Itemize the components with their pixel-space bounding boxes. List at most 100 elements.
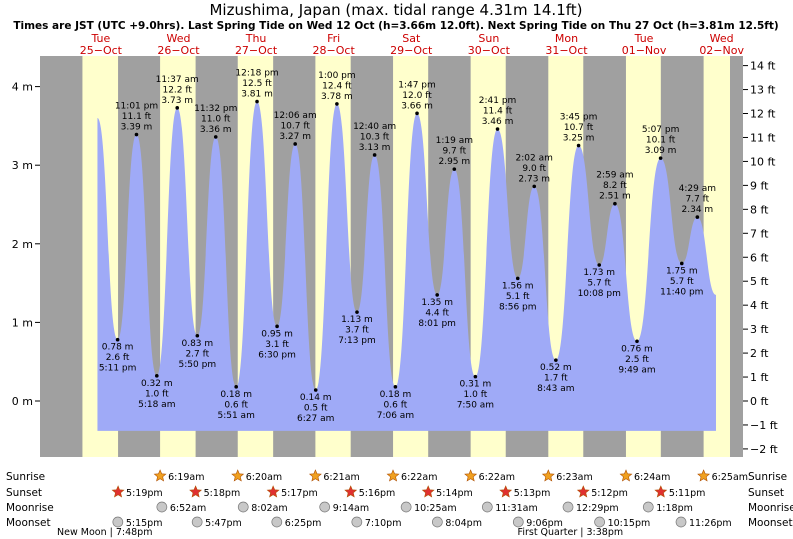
- sunrise-time: 6:20am: [246, 472, 282, 483]
- day-date: 28−Oct: [313, 44, 356, 57]
- moonrise-row-label-right: Moonrise: [748, 502, 793, 514]
- y-tick-label-ft: 13 ft: [750, 84, 776, 97]
- tide-point: [393, 385, 398, 389]
- moonset-time: 5:47pm: [205, 518, 242, 529]
- tide-point: [255, 99, 259, 104]
- high-tide-label: 10.7 ft: [280, 121, 310, 131]
- y-tick-label-ft: −2 ft: [750, 443, 778, 456]
- high-tide-label: 12.2 ft: [162, 85, 192, 95]
- y-tick-label-ft: 12 ft: [750, 108, 776, 121]
- high-tide-label: 9.7 ft: [442, 147, 466, 157]
- low-tide-label: 5.7 ft: [587, 279, 611, 289]
- high-tide-label: 12.5 ft: [242, 79, 272, 89]
- sunset-icon: [654, 485, 668, 498]
- moonset-icon: [112, 516, 124, 528]
- tide-point: [679, 261, 684, 266]
- low-tide-label: 5:11 pm: [99, 364, 137, 374]
- low-tide-label: 6:27 am: [297, 414, 334, 424]
- high-tide-label: 3.39 m: [121, 123, 153, 133]
- sunset-icon: [421, 485, 435, 498]
- low-tide-label: 0.95 m: [261, 329, 293, 339]
- moonset-time: 9:06pm: [526, 518, 563, 529]
- high-tide-label: 3.27 m: [279, 132, 311, 142]
- day-name: Sat: [402, 32, 421, 45]
- low-tide-label: 1.56 m: [502, 281, 534, 291]
- sunrise-icon: [464, 469, 478, 482]
- y-tick-label-m: 4 m: [12, 81, 33, 94]
- day-name: Tue: [634, 32, 654, 45]
- tide-point: [355, 310, 359, 314]
- chart-subtitle: Times are JST (UTC +9.0hrs). Last Spring…: [13, 20, 778, 32]
- high-tide-label: 3.73 m: [161, 96, 193, 106]
- day-date: 26−Oct: [157, 44, 200, 57]
- low-tide-label: 4.4 ft: [425, 308, 449, 318]
- moonrise-time: 12:29pm: [576, 503, 619, 514]
- y-tick-label-ft: 4 ft: [750, 299, 769, 312]
- y-tick-label-ft: 1 ft: [750, 371, 769, 384]
- tide-point: [175, 106, 180, 110]
- tide-point: [495, 127, 500, 131]
- low-tide-label: 0.32 m: [141, 379, 173, 389]
- tide-point: [532, 184, 537, 189]
- high-tide-label: 3.09 m: [645, 146, 677, 156]
- high-tide-label: 3.78 m: [321, 92, 353, 102]
- sunrise-row-label-right: Sunrise: [748, 471, 787, 483]
- tide-point: [658, 156, 663, 160]
- high-tide-label: 5:07 pm: [642, 125, 680, 135]
- low-tide-label: 10:08 pm: [578, 289, 621, 299]
- high-tide-label: 4:29 am: [679, 184, 716, 194]
- moon-phase-label: First Quarter | 3:38pm: [518, 527, 624, 538]
- low-tide-label: 2.7 ft: [185, 349, 209, 359]
- day-date: 25−Oct: [80, 44, 123, 57]
- day-date: 30−Oct: [468, 44, 511, 57]
- high-tide-label: 12.4 ft: [322, 81, 352, 91]
- sunrise-row-label: Sunrise: [6, 471, 45, 483]
- sunrise-time: 6:23am: [556, 472, 592, 483]
- low-tide-label: 2.6 ft: [106, 353, 130, 363]
- low-tide-label: 0.76 m: [621, 344, 653, 354]
- high-tide-label: 1:19 am: [436, 136, 473, 146]
- high-tide-label: 7.7 ft: [686, 195, 710, 205]
- high-tide-label: 11:37 am: [156, 75, 199, 85]
- sunrise-icon: [697, 469, 711, 482]
- moonset-icon: [351, 516, 363, 528]
- low-tide-label: 5.7 ft: [670, 277, 694, 287]
- sunrise-time: 6:19am: [168, 472, 204, 483]
- moonset-time: 6:25pm: [285, 518, 322, 529]
- moonrise-icon: [642, 501, 654, 513]
- right-margin-band: [730, 56, 743, 457]
- sunset-time: 5:18pm: [204, 488, 241, 499]
- high-tide-label: 3.46 m: [482, 117, 514, 127]
- tide-point: [195, 333, 200, 338]
- moonset-icon: [512, 516, 524, 528]
- low-tide-label: 0.52 m: [540, 363, 572, 373]
- sunrise-icon: [231, 469, 245, 482]
- sunset-icon: [576, 485, 590, 498]
- day-name: Mon: [555, 32, 578, 45]
- low-tide-label: 2.5 ft: [625, 355, 649, 365]
- low-tide-label: 0.5 ft: [304, 403, 328, 413]
- moonset-icon: [594, 516, 605, 528]
- low-tide-label: 7:50 am: [457, 401, 494, 411]
- high-tide-label: 10.1 ft: [646, 136, 676, 146]
- tide-point: [213, 135, 218, 139]
- moonrise-time: 11:31am: [495, 503, 537, 514]
- sunset-time: 5:17pm: [281, 488, 318, 499]
- tide-point: [473, 374, 478, 379]
- sunset-icon: [189, 485, 203, 498]
- high-tide-label: 8.2 ft: [603, 181, 627, 191]
- moonrise-icon: [400, 501, 412, 513]
- y-tick-label-ft: 9 ft: [750, 179, 769, 192]
- high-tide-label: 2.34 m: [682, 205, 714, 215]
- low-tide-label: 0.18 m: [220, 390, 252, 400]
- sunset-time: 5:19pm: [126, 488, 163, 499]
- low-tide-label: 6:30 pm: [258, 350, 296, 360]
- low-tide-label: 0.14 m: [300, 393, 332, 403]
- high-tide-label: 3.25 m: [563, 134, 595, 144]
- high-tide-label: 2:59 am: [596, 171, 633, 181]
- moonrise-icon: [481, 501, 493, 513]
- high-tide-label: 2:02 am: [516, 153, 553, 163]
- low-tide-label: 3.1 ft: [265, 340, 289, 350]
- sunrise-icon: [619, 469, 633, 482]
